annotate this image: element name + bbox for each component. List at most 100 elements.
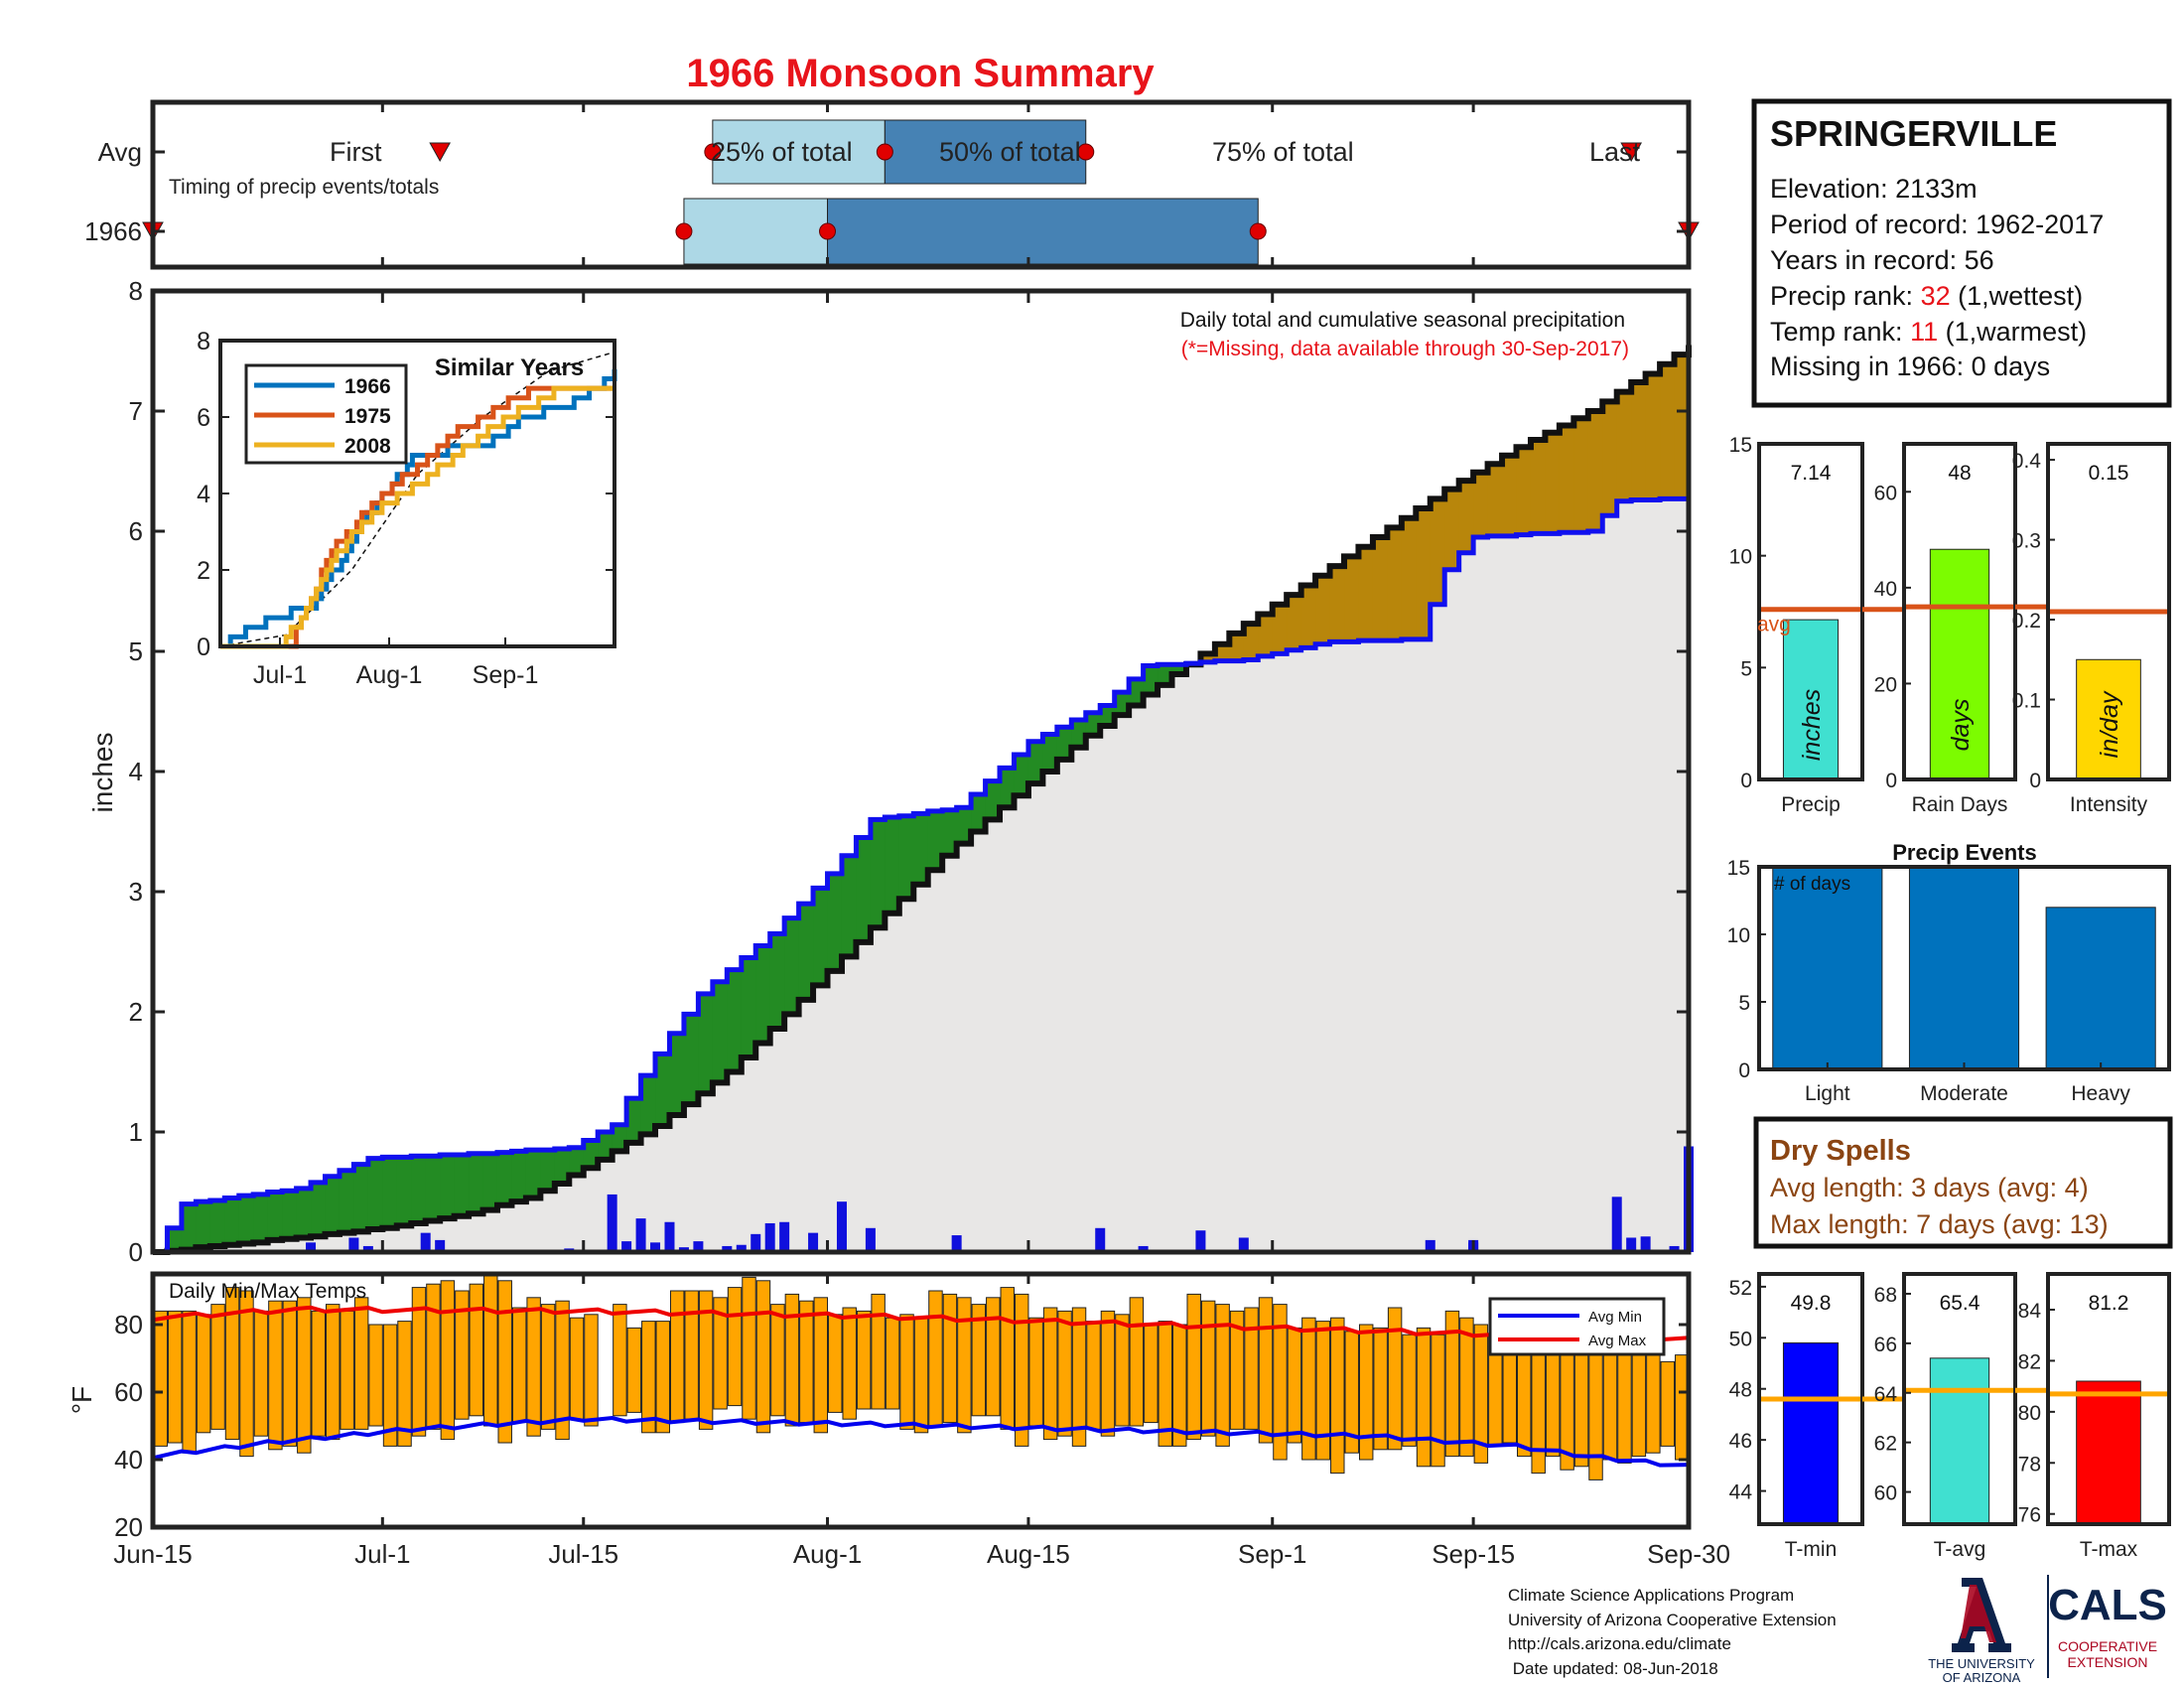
temp-xtick-label: Sep-1 <box>1238 1539 1306 1569</box>
daily-temp-range-bar <box>1071 1307 1087 1447</box>
rain_days_stat-ytick-label: 20 <box>1874 673 1897 696</box>
daily-temp-range-bar <box>942 1293 958 1424</box>
temp-xtick-label: Sep-30 <box>1647 1539 1730 1569</box>
daily-temp-range-bar <box>1186 1293 1201 1441</box>
timing-box-q50-q75 <box>827 198 1259 265</box>
below-average-fill <box>1674 354 1690 499</box>
tavg_stat-bar <box>1929 1357 1990 1525</box>
daily-temp-range-bar <box>799 1300 814 1424</box>
precip-rank-suffix: (1,wettest) <box>1951 281 2084 311</box>
cumulative-ytick-label: 1 <box>129 1117 143 1147</box>
inset-title: Similar Years <box>435 354 584 381</box>
above-average-fill <box>1000 768 1016 808</box>
tavg_stat-value-label: 65.4 <box>1940 1292 1980 1315</box>
intensity_stat-ytick-label: 0.3 <box>2012 530 2041 553</box>
tmax_stat-axis-label: T-max <box>2080 1538 2138 1561</box>
daily-temp-range-bar <box>1646 1340 1661 1454</box>
daily-temp-range-bar <box>856 1310 872 1410</box>
daily-temp-range-bar <box>1387 1307 1403 1451</box>
daily-temp-range-bar <box>1129 1297 1145 1427</box>
daily-temp-range-bar <box>353 1297 369 1430</box>
daily-temp-range-bar <box>1444 1310 1460 1458</box>
timing-frame <box>150 99 1692 270</box>
legend-avg-max-label: Avg Max <box>1588 1333 1647 1349</box>
temperature-frame <box>150 1271 1692 1530</box>
below-average-fill <box>1214 643 1230 661</box>
above-average-fill <box>1085 712 1101 736</box>
daily-temp-range-bar <box>411 1287 427 1437</box>
daily-temp-range-bar <box>1545 1340 1561 1458</box>
daily-temp-range-bar <box>1158 1321 1173 1447</box>
daily-temp-range-bar <box>1000 1287 1015 1430</box>
above-average-fill <box>683 1014 700 1105</box>
cumulative-ylabel: inches <box>87 733 118 813</box>
intensity_stat-ytick-label: 0.1 <box>2012 690 2041 713</box>
below-average-fill <box>1502 455 1518 536</box>
daily-temp-range-bar <box>613 1304 627 1417</box>
daily-temp-range-bar <box>784 1293 800 1427</box>
inset-ytick-label: 8 <box>197 328 210 355</box>
precip-rank-value: 32 <box>1921 281 1951 311</box>
below-average-fill <box>1229 633 1245 661</box>
daily-precip-bar <box>664 1221 675 1252</box>
tmax_stat-bar <box>2076 1380 2141 1525</box>
q25-label: 25% of total <box>711 137 853 167</box>
timing-row-year: 1966 <box>84 216 142 246</box>
above-average-fill <box>296 1188 312 1238</box>
above-average-fill <box>196 1201 211 1248</box>
inset-axes: 0 2 4 6 8 Jul-1 Aug-1 Sep-1 <box>197 328 614 689</box>
tmax_stat-value-label: 81.2 <box>2089 1292 2129 1315</box>
intensity_stat-ytick-label: 0.4 <box>2012 450 2042 473</box>
tavg_stat-ytick-label: 66 <box>1874 1334 1897 1356</box>
above-average-fill <box>1158 664 1173 685</box>
daily-temp-range-bar <box>1431 1334 1445 1468</box>
footer-line-3: http://cals.arizona.edu/climate <box>1508 1634 1731 1653</box>
first-label: First <box>330 137 382 167</box>
above-average-fill <box>540 1150 556 1192</box>
precip_stat-bar <box>1782 619 1840 780</box>
above-average-fill <box>841 855 858 957</box>
below-average-fill <box>1631 381 1647 500</box>
timing-ticks <box>151 102 1691 267</box>
daily-temp-range-bar <box>1144 1324 1159 1424</box>
daily-temp-range-bar <box>569 1317 585 1420</box>
daily-temp-range-bar <box>397 1321 412 1447</box>
above-average-fill <box>238 1196 254 1244</box>
above-average-fill <box>669 1033 685 1116</box>
timing-first-last-marker <box>429 142 452 163</box>
daily-temp-range-bar <box>1301 1317 1316 1461</box>
daily-precip-bar <box>779 1221 790 1252</box>
daily-temp-range-bar <box>913 1317 929 1434</box>
precip-avg-text: avg <box>1757 614 1791 636</box>
above-average-fill <box>1100 705 1116 727</box>
daily-temp-range-bar <box>1100 1310 1116 1437</box>
above-average-fill <box>698 993 714 1094</box>
below-average-fill <box>1660 363 1676 499</box>
below-average-fill <box>1458 481 1474 553</box>
cumulative-ytick-label: 7 <box>129 396 143 426</box>
below-average-fill <box>1272 604 1288 654</box>
above-average-fill <box>339 1170 355 1233</box>
precip-events-bar-moderate <box>1908 866 2020 1070</box>
below-average-fill <box>1416 508 1432 639</box>
timing-bars <box>142 119 1700 265</box>
above-average-fill <box>598 1132 614 1160</box>
precip_stat-ytick-label: 0 <box>1740 770 1752 792</box>
station-frame <box>1751 98 2172 408</box>
daily-temp-range-bar <box>297 1297 312 1454</box>
cumulative-ytick-label: 8 <box>129 276 143 306</box>
timing-quantile-marker <box>1077 143 1095 161</box>
tmin_stat-ytick-label: 44 <box>1729 1481 1753 1504</box>
temp-ytick-label: 60 <box>114 1377 143 1407</box>
dry-spells-frame <box>1753 1116 2173 1249</box>
cumulative-ytick-label: 5 <box>129 636 143 666</box>
precip-events-label-light: Light <box>1805 1082 1850 1105</box>
above-average-fill <box>267 1192 283 1240</box>
daily-temp-range-bar <box>684 1290 699 1420</box>
above-average-fill <box>411 1156 427 1223</box>
daily-temp-range-bar <box>1042 1307 1058 1441</box>
daily-precip-bar <box>362 1245 373 1252</box>
above-average-fill <box>885 816 900 914</box>
daily-temp-range-bar <box>368 1324 383 1427</box>
tmax_stat-frame <box>2046 1272 2171 1526</box>
